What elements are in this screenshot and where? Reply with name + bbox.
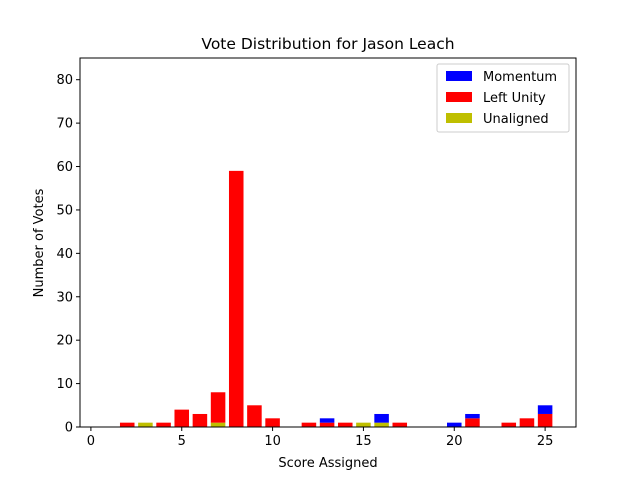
y-tick-label-70: 70 — [56, 117, 73, 132]
x-tick-label-15: 15 — [355, 434, 372, 449]
x-tick-label-10: 10 — [264, 434, 281, 449]
bar-left-unity-21 — [465, 418, 480, 427]
bar-left-unity-2 — [119, 422, 135, 427]
chart-title: Vote Distribution for Jason Leach — [201, 35, 454, 53]
bar-momentum-16 — [374, 413, 389, 423]
x-tick-label-20: 20 — [446, 434, 463, 449]
bar-left-unity-10 — [265, 418, 280, 427]
bar-left-unity-13 — [319, 422, 335, 427]
bar-left-unity-17 — [392, 422, 408, 427]
y-tick-label-0: 0 — [65, 421, 73, 436]
bar-unaligned-3 — [138, 422, 153, 427]
x-axis: 0 5 10 15 20 25 — [87, 427, 554, 449]
x-tick-label-5: 5 — [178, 434, 186, 449]
bar-left-unity-4 — [156, 422, 171, 427]
bar-momentum-13 — [319, 418, 335, 423]
bar-unaligned-15 — [356, 422, 371, 427]
legend-label-unaligned: Unaligned — [483, 112, 549, 127]
bar-momentum-20 — [447, 422, 462, 427]
y-tick-label-80: 80 — [56, 73, 73, 88]
bar-left-unity-14 — [337, 422, 353, 427]
legend-label-momentum: Momentum — [483, 70, 557, 85]
bar-left-unity-23 — [501, 422, 517, 427]
bar-left-unity-25 — [537, 413, 553, 427]
y-tick-label-20: 20 — [56, 334, 73, 349]
bar-unaligned-16 — [374, 422, 389, 427]
bar-left-unity-12 — [301, 422, 317, 427]
y-tick-label-60: 60 — [56, 160, 73, 175]
bar-left-unity-7 — [210, 392, 226, 423]
x-axis-label: Score Assigned — [278, 456, 377, 471]
bars-group — [119, 170, 553, 427]
legend-swatch-unaligned — [446, 113, 472, 123]
y-tick-label-40: 40 — [56, 247, 73, 262]
x-tick-label-0: 0 — [87, 434, 95, 449]
bar-left-unity-5 — [174, 409, 190, 427]
y-tick-label-50: 50 — [56, 203, 73, 218]
legend-label-left-unity: Left Unity — [483, 91, 546, 106]
bar-left-unity-9 — [247, 405, 262, 427]
y-tick-label-30: 30 — [56, 290, 73, 305]
bar-momentum-25 — [537, 405, 553, 414]
y-axis-label: Number of Votes — [32, 188, 47, 297]
bar-momentum-21 — [465, 413, 480, 419]
y-axis: 0 10 20 30 40 50 60 70 80 — [56, 73, 80, 436]
bar-left-unity-8 — [228, 170, 244, 427]
bar-left-unity-6 — [192, 413, 208, 427]
legend: Momentum Left Unity Unaligned — [436, 63, 570, 133]
plot-frame — [79, 57, 577, 428]
x-tick-label-25: 25 — [537, 434, 554, 449]
legend-swatch-left-unity — [446, 92, 472, 102]
bar-left-unity-24 — [519, 418, 535, 427]
bar-unaligned-7 — [210, 422, 226, 427]
y-tick-label-10: 10 — [56, 377, 73, 392]
legend-swatch-momentum — [446, 71, 472, 81]
